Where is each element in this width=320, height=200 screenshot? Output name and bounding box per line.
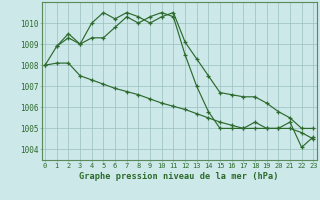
X-axis label: Graphe pression niveau de la mer (hPa): Graphe pression niveau de la mer (hPa) bbox=[79, 172, 279, 181]
